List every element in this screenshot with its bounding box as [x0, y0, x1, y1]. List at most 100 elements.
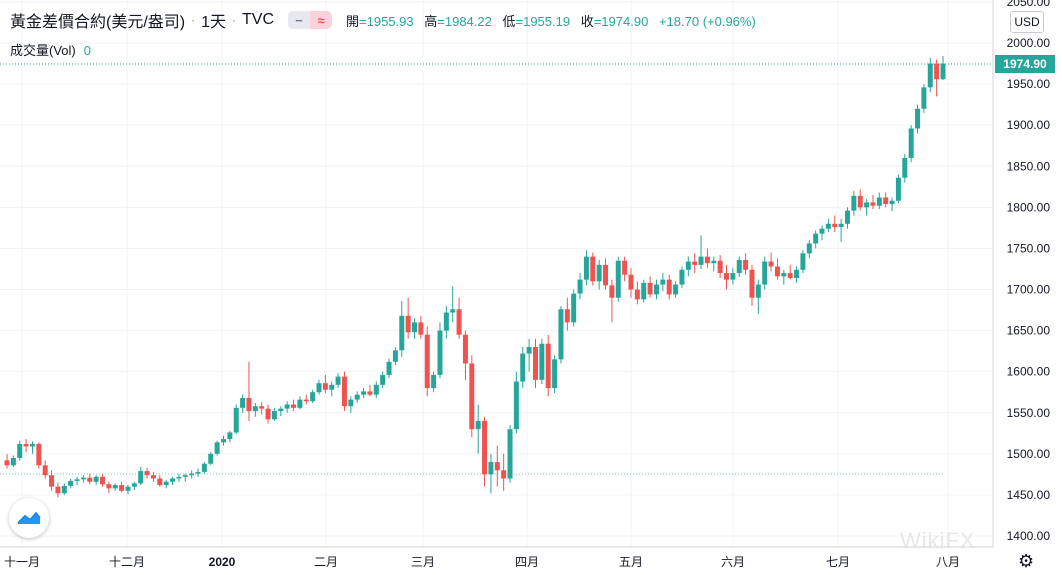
candle-body	[488, 462, 494, 475]
candle-body	[182, 475, 188, 477]
candle-body	[520, 353, 526, 382]
candle-body	[571, 293, 577, 323]
x-tick-label: 八月	[936, 555, 960, 569]
candle-body	[743, 259, 749, 270]
candle-body	[883, 197, 889, 205]
y-tick-label: 1800.00	[1007, 200, 1051, 214]
source-label: TVC	[242, 11, 275, 28]
candle-body	[284, 404, 290, 409]
candle-body	[583, 256, 589, 280]
candle-body	[494, 462, 500, 471]
x-tick-label: 十一月	[4, 555, 40, 569]
candle-body	[412, 322, 418, 333]
candle-body	[176, 476, 182, 479]
x-tick-label: 五月	[619, 555, 643, 569]
candle-body	[704, 256, 710, 264]
candle-body	[787, 273, 793, 278]
candle-body	[157, 478, 163, 486]
candle-body	[622, 260, 628, 275]
candle-body	[889, 200, 895, 205]
candle-body	[908, 128, 914, 159]
candle-body	[724, 273, 730, 280]
candle-body	[819, 228, 825, 234]
volume-label: 成交量(Vol)	[10, 43, 76, 58]
candle-body	[781, 273, 787, 277]
high-label: 高	[424, 13, 438, 29]
currency-button[interactable]: USD	[1010, 11, 1044, 33]
high-value: =1984.22	[437, 13, 492, 29]
candle-body	[813, 233, 819, 244]
candle-body	[736, 259, 742, 274]
tradingview-logo-icon[interactable]	[9, 498, 49, 538]
wave-icon[interactable]: ≈	[310, 11, 333, 29]
candle-body	[10, 457, 16, 466]
candle-body	[660, 279, 666, 285]
candle-body	[685, 261, 691, 270]
candle-body	[628, 274, 634, 290]
candle-body	[800, 253, 806, 270]
watermark-logo: WikiFX	[900, 528, 976, 553]
candle-body	[749, 269, 755, 298]
candle-body	[386, 361, 392, 375]
candle-body	[23, 443, 29, 447]
volume-value: 0	[83, 43, 91, 58]
candle-body	[501, 470, 507, 479]
candle-body	[322, 383, 328, 390]
volume-legend[interactable]: 成交量(Vol) 0	[10, 40, 91, 59]
candle-body	[475, 420, 481, 430]
symbol-name[interactable]: 黃金差價合約(美元/盎司)	[10, 14, 186, 31]
candle-body	[927, 63, 933, 88]
candle-body	[539, 343, 545, 380]
candle-body	[895, 177, 901, 201]
minus-icon[interactable]: −	[288, 11, 311, 29]
candle-body	[679, 269, 685, 285]
y-tick-label: 1450.00	[1007, 488, 1051, 502]
candle-body	[271, 411, 277, 420]
candle-body	[42, 465, 48, 476]
candle-body	[291, 404, 297, 408]
candle-body	[29, 443, 35, 447]
y-tick-label: 1500.00	[1007, 447, 1051, 461]
candle-body	[418, 322, 424, 335]
candle-body	[443, 312, 449, 331]
interval-label[interactable]: 1天	[201, 14, 227, 31]
candle-body	[119, 485, 125, 491]
candle-body	[367, 391, 373, 395]
candle-body	[647, 282, 653, 295]
candle-body	[730, 273, 736, 280]
candle-body	[246, 397, 252, 412]
candle-body	[373, 384, 379, 395]
y-tick-label: 1550.00	[1007, 406, 1051, 420]
y-tick-label: 1400.00	[1007, 529, 1051, 543]
close-value: =1974.90	[593, 13, 649, 29]
candle-body	[902, 158, 908, 178]
candle-body	[112, 485, 118, 489]
candle-body	[405, 315, 411, 333]
change-value: +18.70 (+0.96%)	[658, 13, 756, 29]
candle-body	[462, 334, 468, 364]
candle-body	[297, 399, 303, 408]
candle-body	[227, 432, 233, 440]
candle-body	[163, 481, 169, 486]
candle-body	[399, 315, 405, 351]
candle-body	[838, 223, 844, 228]
gear-icon[interactable]: ⚙	[1018, 551, 1035, 571]
candle-body	[265, 408, 271, 420]
candle-body	[68, 480, 74, 486]
candle-body	[577, 279, 583, 294]
y-tick-label: 1850.00	[1007, 159, 1051, 173]
candle-body	[150, 475, 156, 479]
candle-body	[513, 381, 519, 430]
candle-body	[915, 108, 921, 129]
candle-body	[259, 406, 265, 409]
candle-body	[201, 463, 207, 472]
candle-body	[450, 309, 456, 313]
candle-body	[380, 374, 386, 385]
candle-body	[794, 269, 800, 278]
x-tick-label: 2020	[209, 555, 236, 569]
candle-body	[341, 376, 347, 407]
candle-body	[195, 471, 201, 474]
candle-body	[774, 266, 780, 277]
candle-body	[214, 442, 220, 454]
